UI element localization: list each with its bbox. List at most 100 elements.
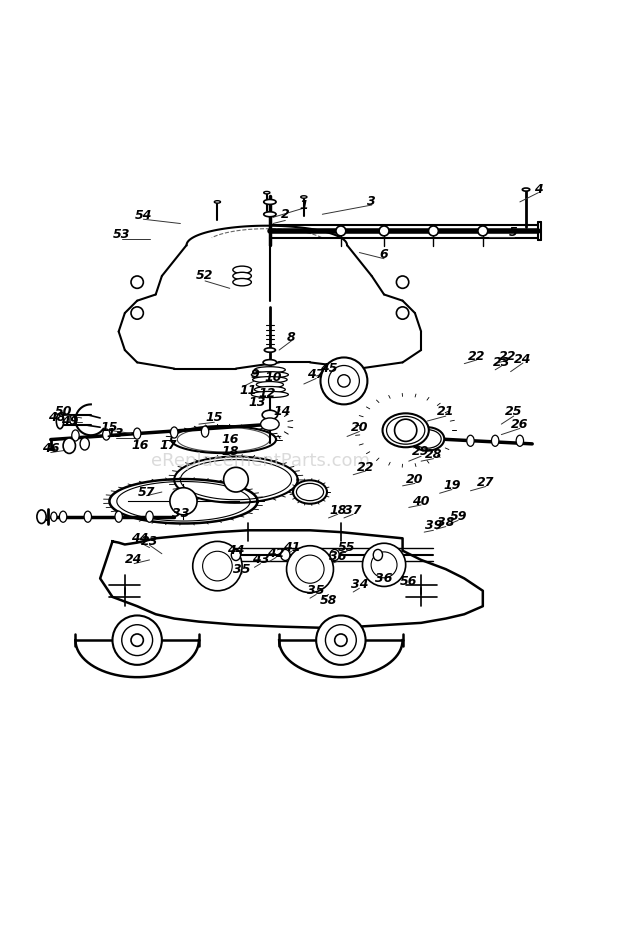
Circle shape: [122, 625, 153, 655]
Text: 50: 50: [55, 405, 72, 419]
Text: 8: 8: [287, 331, 296, 344]
Circle shape: [286, 545, 334, 593]
Ellipse shape: [414, 430, 441, 448]
Text: 56: 56: [400, 575, 417, 588]
Text: 44: 44: [131, 532, 149, 545]
Circle shape: [478, 226, 488, 236]
Ellipse shape: [252, 377, 287, 383]
Text: 52: 52: [197, 270, 214, 282]
Circle shape: [193, 542, 242, 591]
Ellipse shape: [262, 410, 278, 420]
Ellipse shape: [70, 415, 75, 424]
Text: 46: 46: [42, 442, 60, 456]
Text: 5: 5: [509, 226, 518, 240]
Ellipse shape: [386, 417, 425, 444]
Ellipse shape: [251, 391, 288, 398]
Text: 59: 59: [450, 510, 467, 523]
Text: 15: 15: [206, 411, 223, 424]
Ellipse shape: [383, 413, 429, 447]
Text: 22: 22: [468, 349, 485, 363]
Text: 45: 45: [320, 362, 337, 375]
Text: 38: 38: [437, 516, 454, 529]
Ellipse shape: [281, 549, 290, 561]
Circle shape: [396, 276, 409, 288]
Text: 40: 40: [412, 494, 430, 508]
Circle shape: [379, 226, 389, 236]
Text: 4: 4: [534, 183, 542, 196]
Ellipse shape: [115, 511, 122, 522]
Text: 13: 13: [107, 427, 125, 439]
Circle shape: [316, 616, 366, 665]
Text: 47: 47: [308, 368, 325, 382]
Ellipse shape: [103, 429, 110, 440]
Ellipse shape: [263, 360, 277, 366]
Ellipse shape: [410, 427, 445, 451]
Circle shape: [336, 226, 346, 236]
Text: 53: 53: [113, 227, 130, 241]
Circle shape: [326, 625, 356, 655]
Text: 14: 14: [273, 405, 291, 419]
Ellipse shape: [231, 549, 241, 561]
Text: 48: 48: [48, 411, 66, 424]
Circle shape: [335, 634, 347, 646]
Circle shape: [428, 226, 438, 236]
Ellipse shape: [202, 426, 209, 438]
Ellipse shape: [256, 382, 283, 387]
Circle shape: [338, 375, 350, 387]
Text: 15: 15: [100, 420, 118, 434]
Text: 11: 11: [239, 384, 257, 397]
Ellipse shape: [215, 201, 221, 204]
Ellipse shape: [516, 436, 523, 446]
Ellipse shape: [254, 386, 285, 393]
Ellipse shape: [264, 212, 276, 217]
Text: 23: 23: [141, 535, 158, 548]
Text: 39: 39: [425, 520, 442, 532]
Circle shape: [170, 488, 197, 515]
Ellipse shape: [330, 549, 339, 561]
Ellipse shape: [264, 200, 276, 205]
Ellipse shape: [293, 480, 327, 504]
Ellipse shape: [133, 428, 141, 439]
Text: 41: 41: [283, 541, 300, 554]
Text: eReplacementParts.com: eReplacementParts.com: [151, 452, 370, 470]
Text: 18: 18: [329, 504, 347, 517]
Ellipse shape: [296, 483, 324, 501]
Text: 10: 10: [264, 371, 281, 384]
Ellipse shape: [251, 371, 288, 378]
Circle shape: [394, 420, 417, 441]
Circle shape: [296, 555, 324, 583]
Circle shape: [131, 634, 143, 646]
Circle shape: [131, 307, 143, 319]
Circle shape: [131, 276, 143, 288]
Ellipse shape: [60, 511, 67, 522]
Ellipse shape: [63, 438, 76, 454]
Ellipse shape: [522, 188, 529, 191]
Circle shape: [396, 307, 409, 319]
Ellipse shape: [72, 430, 79, 441]
Ellipse shape: [492, 436, 499, 446]
Ellipse shape: [170, 427, 178, 438]
Text: 1: 1: [299, 199, 308, 211]
Text: 36: 36: [329, 550, 347, 563]
Ellipse shape: [264, 348, 275, 352]
Text: 19: 19: [443, 479, 461, 492]
Text: 20: 20: [406, 474, 423, 486]
Text: 24: 24: [514, 353, 532, 366]
Text: 33: 33: [172, 508, 189, 520]
Text: 9: 9: [250, 368, 259, 382]
Ellipse shape: [80, 438, 89, 450]
Text: 27: 27: [477, 476, 495, 490]
Ellipse shape: [84, 511, 92, 522]
Text: 6: 6: [379, 248, 389, 260]
Text: 24: 24: [125, 553, 143, 566]
Ellipse shape: [233, 266, 251, 274]
Ellipse shape: [146, 511, 153, 522]
Text: 26: 26: [511, 418, 529, 431]
Circle shape: [112, 616, 162, 665]
Ellipse shape: [301, 196, 307, 198]
Ellipse shape: [56, 413, 64, 429]
Ellipse shape: [264, 191, 270, 194]
Circle shape: [203, 551, 232, 581]
Text: 54: 54: [135, 209, 152, 222]
Circle shape: [224, 467, 248, 492]
